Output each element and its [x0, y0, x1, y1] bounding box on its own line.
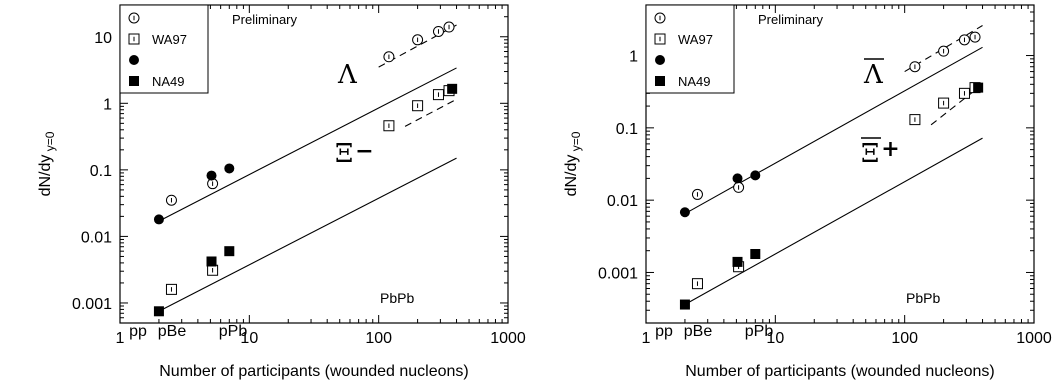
y-axis-title-main: dN/dy [37, 155, 54, 197]
particle-label-2: Ξ+ [861, 136, 900, 169]
particle-label-1: Λ [337, 60, 358, 90]
plot-frame [645, 4, 1035, 324]
legend-marker-square-filled [129, 76, 139, 86]
data-point-square-filled [973, 82, 984, 93]
y-axis-title: dN/dy y=0 [37, 131, 57, 196]
y-tick-label: 0.1 [616, 121, 638, 138]
legend: WA97 NA49 [645, 4, 735, 94]
x-ticks: 1 10 100 1000 [116, 5, 526, 347]
x-tick-label: 10 [766, 330, 784, 347]
y-tick-label: 0.001 [72, 296, 112, 313]
preliminary-note: Preliminary [232, 12, 298, 27]
x-category-label: pBe [158, 323, 187, 340]
solid-fit-line [158, 157, 457, 312]
x-tick-label: 1 [642, 330, 651, 347]
data-point-square-filled [732, 256, 743, 267]
data-points [679, 31, 984, 310]
particle-symbol: Ξ [861, 139, 879, 169]
data-point-square-filled [224, 246, 235, 257]
y-tick-label: 0.1 [90, 163, 112, 180]
data-point-square-filled [447, 83, 458, 94]
data-point-square-filled [679, 299, 690, 310]
legend-label: NA49 [152, 74, 185, 89]
x-ticks: 1 10 100 1000 [642, 5, 1052, 347]
y-tick-label: 10 [94, 30, 112, 47]
particle-symbol: Λ [337, 60, 358, 90]
y-ticks: 0.001 0.01 0.1 1 [598, 4, 1034, 324]
particle-label-1: Λ [863, 60, 884, 90]
x-tick-label: 10 [240, 330, 258, 347]
x-category-label: pPb [745, 323, 774, 340]
data-points [153, 21, 458, 317]
x-tick-label: 100 [365, 330, 392, 347]
y-axis-title-subscript: y=0 [569, 131, 583, 154]
x-category-label: pPb [219, 323, 248, 340]
x-tick-label: 1000 [1016, 330, 1052, 347]
legend-label: NA49 [678, 74, 711, 89]
data-point-circle-filled [153, 214, 164, 225]
y-tick-label: 0.01 [81, 229, 112, 246]
particle-labels: Λ Ξ− [335, 60, 374, 169]
x-tick-label: 1000 [490, 330, 526, 347]
x-category-label: pp [655, 323, 673, 340]
system-label: PbPb [906, 290, 940, 306]
legend-label: WA97 [152, 32, 187, 47]
system-label: PbPb [380, 290, 414, 306]
data-point-square-filled [206, 256, 217, 267]
legend-label: WA97 [678, 32, 713, 47]
data-point-circle-filled [206, 170, 217, 181]
solid-fit-line [684, 137, 983, 306]
particle-labels: Λ Ξ+ [861, 58, 900, 169]
data-point-circle-filled [224, 163, 235, 174]
particle-symbol: Ξ [335, 139, 353, 169]
y-axis-title-subscript: y=0 [43, 131, 57, 154]
dashed-fit-line [404, 98, 457, 127]
y-axis-title: dN/dy y=0 [563, 131, 583, 196]
panel-1: 1 10 100 1000 0.001 0.01 0.1 1 10 pp pBe pPb Number … [37, 4, 526, 380]
x-category-labels: pp pBe pPb [655, 323, 773, 340]
x-category-labels: pp pBe pPb [129, 323, 247, 340]
y-tick-label: 1 [103, 96, 112, 113]
x-category-label: pBe [684, 323, 713, 340]
particle-symbol: Λ [863, 60, 884, 90]
legend-marker-square-filled [655, 76, 665, 86]
y-axis-title-main: dN/dy [563, 155, 580, 197]
legend-marker-circle-filled [655, 55, 665, 65]
x-tick-label: 1 [116, 330, 125, 347]
data-point-circle-filled [679, 207, 690, 218]
y-tick-label: 0.01 [607, 193, 638, 210]
y-ticks: 0.001 0.01 0.1 1 10 [72, 4, 508, 324]
y-tick-label: 1 [629, 49, 638, 66]
preliminary-note: Preliminary [758, 12, 824, 27]
x-tick-label: 100 [891, 330, 918, 347]
particle-charge: − [355, 138, 373, 164]
y-tick-label: 0.001 [598, 265, 638, 282]
legend: WA97 NA49 [119, 4, 209, 94]
x-axis-title: Number of participants (wounded nucleons… [159, 363, 469, 380]
data-point-circle-filled [750, 170, 761, 181]
solid-fit-line [158, 67, 457, 222]
particle-charge: + [881, 136, 899, 162]
legend-marker-circle-filled [129, 55, 139, 65]
particle-label-2: Ξ− [335, 138, 374, 169]
data-point-square-filled [153, 306, 164, 317]
data-point-circle-filled [732, 173, 743, 184]
x-category-label: pp [129, 323, 147, 340]
data-point-square-filled [750, 249, 761, 260]
x-axis-title: Number of participants (wounded nucleons… [685, 363, 995, 380]
plot-frame [119, 4, 509, 324]
